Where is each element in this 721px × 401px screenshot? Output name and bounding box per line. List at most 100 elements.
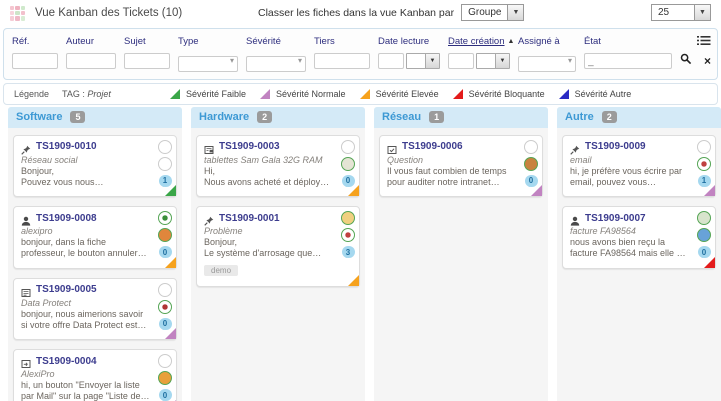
severity-triangle-icon [452, 88, 463, 99]
avatar [158, 354, 172, 368]
search-icon[interactable] [680, 52, 692, 70]
sort-label: Classer les fiches dans la vue Kanban pa… [258, 6, 455, 19]
ticket-id[interactable]: TS1909-0010 [36, 141, 97, 152]
card-rail: 1 [697, 139, 711, 187]
sort-by-select[interactable]: Groupe ▼ [461, 4, 525, 21]
ticket-subject: facture FA98564 [570, 226, 636, 236]
chevron-down-icon: ▼ [507, 5, 524, 20]
filter-type-select[interactable] [178, 53, 238, 72]
ticket-body: bonjour, nous aimerions savoir si votre … [21, 308, 144, 330]
chevron-down-icon: ▼ [495, 54, 509, 68]
ticket-subject: Réseau social [21, 154, 78, 165]
legend-item: Sévérité Bloquante [452, 88, 545, 99]
filter-panel: Réf. Auteur Sujet Type Sévérité Tiers Date lec… [3, 28, 718, 80]
filter-date_lecture-input[interactable] [378, 53, 404, 69]
comment-count-badge: 0 [697, 246, 711, 258]
kanban-column-réseau: Réseau 1 TS1909-0006 Question Il vous faut c… [374, 106, 548, 401]
filter-label-auteur[interactable]: Auteur [66, 36, 94, 47]
ticket-body: bonjour, dans la fiche professeur, le bo… [21, 237, 138, 259]
ticket-card[interactable]: TS1909-0006 Question Il vous faut combien … [379, 134, 543, 197]
filter-label-sujet[interactable]: Sujet [124, 36, 146, 47]
kanban-column-autre: Autre 2 TS1909-0009 email hi, je préfère vou… [557, 106, 721, 401]
card-rail: 0 [158, 282, 172, 330]
ticket-subject: tablettes Sam Gala 32G RAM [204, 154, 323, 165]
column-title: Software [16, 111, 63, 123]
filter-col-severite: Sévérité [246, 34, 306, 72]
ticket-id[interactable]: TS1909-0007 [585, 212, 646, 224]
ticket-body: Il vous faut combien de temps pour audit… [387, 165, 507, 187]
kanban-column-hardware: Hardware 2 TS1909-0003 tablettes Sam Gala 3… [191, 106, 365, 401]
filter-date_lecture-picker[interactable]: ▼ [406, 53, 440, 69]
ticket-subject: AlexiPro [21, 369, 55, 379]
filter-severite-select[interactable] [246, 53, 306, 72]
card-list: TS1909-0003 tablettes Sam Gala 32G RAM Hi,… [191, 128, 365, 294]
filter-col-type: Type [178, 34, 238, 72]
filter-sujet-input[interactable] [124, 53, 170, 69]
filter-label-ref[interactable]: Réf. [12, 36, 30, 47]
ticket-card[interactable]: TS1909-0004 AlexiPro hi, un bouton "Envoye… [13, 349, 177, 401]
ticket-body: Hi, Nous avons acheté et déployé au sain… [204, 165, 326, 187]
ticket-id[interactable]: TS1909-0001 [219, 212, 280, 224]
comment-count-badge: 0 [158, 317, 172, 330]
form-lock-icon [204, 142, 214, 154]
ticket-card[interactable]: TS1909-0008 alexipro bonjour, dans la fich… [13, 206, 177, 269]
filter-label-date_creation[interactable]: Date création ▲ [448, 36, 515, 47]
ticket-id[interactable]: TS1909-0003 [219, 141, 280, 152]
comment-count-badge: 0 [524, 174, 538, 187]
pin-icon [21, 142, 31, 155]
filter-auteur-input[interactable] [66, 53, 116, 69]
legend-tag: TAG : Projet [62, 88, 111, 99]
filter-date_creation-input[interactable] [448, 53, 474, 69]
legend-item: Sévérité Normale [260, 88, 346, 99]
avatar [697, 139, 711, 154]
filter-label-tiers[interactable]: Tiers [314, 36, 335, 47]
card-list: TS1909-0010 Réseau social Bonjour, Pouvez … [8, 128, 182, 401]
filter-ref-input[interactable] [12, 53, 58, 69]
ticket-card[interactable]: TS1909-0001 Problème Bonjour, Le système d… [196, 206, 360, 287]
filter-tiers-input[interactable] [314, 53, 370, 69]
ticket-card[interactable]: TS1909-0010 Réseau social Bonjour, Pouvez … [13, 134, 177, 197]
filter-assigne-select[interactable] [518, 53, 576, 72]
ticket-subject: email [570, 154, 592, 165]
filter-label-assigne[interactable]: Assigné à [518, 36, 560, 47]
ticket-card[interactable]: TS1909-0009 email hi, je préfère vous écri… [562, 134, 716, 197]
filter-etat-input[interactable] [584, 53, 672, 69]
ticket-id[interactable]: TS1909-0008 [36, 212, 97, 224]
ticket-id[interactable]: TS1909-0005 [36, 284, 97, 295]
logo-square [10, 16, 15, 21]
list-icon[interactable] [697, 33, 711, 51]
pin-icon [570, 142, 580, 155]
filter-label-date_lecture[interactable]: Date lecture [378, 36, 430, 47]
filter-severite-select-value[interactable] [246, 55, 306, 72]
avatar [341, 139, 355, 154]
legend-item: Sévérité Elevée [359, 88, 439, 99]
filter-type-select-value[interactable] [178, 55, 238, 72]
filter-col-ref: Réf. [12, 34, 58, 69]
severity-triangle-icon [558, 88, 569, 99]
legend-tag-value: Projet [87, 88, 111, 99]
column-header: Autre 2 [557, 106, 721, 128]
ticket-id[interactable]: TS1909-0009 [585, 141, 646, 152]
comment-count-badge: 3 [341, 246, 355, 258]
page-size-select[interactable]: 25 ▼ [651, 4, 711, 21]
ticket-id[interactable]: TS1909-0006 [402, 141, 463, 152]
filter-assigne-select-value[interactable] [518, 55, 576, 72]
form-check-icon [387, 142, 397, 154]
ticket-card[interactable]: TS1909-0007 facture FA98564 nous avons bie… [562, 206, 716, 269]
ticket-id[interactable]: TS1909-0004 [36, 355, 97, 367]
kanban-column-software: Software 5 TS1909-0010 Réseau social Bonjour… [8, 106, 182, 401]
chevron-down-icon: ▼ [694, 5, 710, 20]
form-arrow-icon [21, 356, 31, 368]
user-icon [570, 213, 580, 226]
filter-label-etat[interactable]: État [584, 36, 601, 47]
filter-label-type[interactable]: Type [178, 36, 199, 47]
filter-date_creation-picker[interactable]: ▼ [476, 53, 510, 69]
ticket-card[interactable]: TS1909-0005 Data Protect bonjour, nous aim… [13, 277, 177, 340]
close-icon[interactable]: × [704, 54, 712, 68]
filter-label-severite[interactable]: Sévérité [246, 36, 281, 47]
avatar [341, 228, 355, 242]
ticket-card[interactable]: TS1909-0003 tablettes Sam Gala 32G RAM Hi,… [196, 134, 360, 197]
filter-actions: × [680, 34, 711, 69]
filter-date_lecture-group: ▼ [378, 53, 440, 69]
ticket-body: Bonjour, Pouvez vous nous accompagner po… [21, 165, 95, 187]
